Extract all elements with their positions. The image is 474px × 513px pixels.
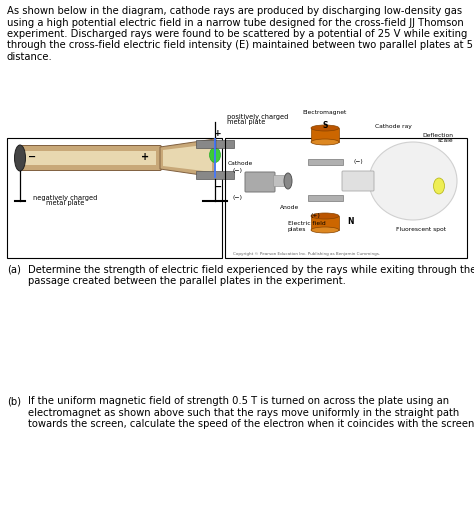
Text: Cathode ray: Cathode ray: [374, 124, 411, 129]
Text: Anode: Anode: [281, 205, 300, 210]
Text: metal plate: metal plate: [227, 119, 265, 125]
Polygon shape: [163, 144, 212, 172]
Ellipse shape: [311, 213, 339, 219]
Text: experiment. Discharged rays were found to be scattered by a potential of 25 V wh: experiment. Discharged rays were found t…: [7, 29, 467, 39]
Text: passage created between the parallel plates in the experiment.: passage created between the parallel pla…: [28, 277, 346, 286]
Text: electromagnet as shown above such that the rays move uniformly in the straight p: electromagnet as shown above such that t…: [28, 407, 459, 418]
Text: (a): (a): [7, 265, 21, 275]
Text: Electromagnet: Electromagnet: [303, 110, 347, 115]
Text: Copyright © Pearson Education Inc. Publishing as Benjamin Cummings.: Copyright © Pearson Education Inc. Publi…: [233, 252, 380, 256]
Ellipse shape: [311, 125, 339, 131]
Text: positively charged: positively charged: [227, 114, 288, 120]
Ellipse shape: [311, 227, 339, 233]
Text: metal plate: metal plate: [46, 200, 84, 206]
Text: S: S: [322, 121, 328, 129]
Text: (−): (−): [353, 159, 363, 164]
Bar: [311, 128, 339, 142]
Bar: [311, 216, 339, 230]
Bar: [196, 140, 234, 148]
Ellipse shape: [210, 148, 220, 163]
Text: negatively charged: negatively charged: [33, 195, 97, 201]
Text: Electric field: Electric field: [288, 221, 326, 226]
FancyBboxPatch shape: [18, 146, 162, 170]
Text: (−): (−): [233, 168, 243, 173]
Text: If the uniform magnetic field of strength 0.5 T is turned on across the plate us: If the uniform magnetic field of strengt…: [28, 396, 449, 406]
Text: −: −: [28, 152, 36, 162]
Text: Determine the strength of electric field experienced by the rays while exiting t: Determine the strength of electric field…: [28, 265, 474, 275]
Text: +: +: [214, 129, 222, 138]
Text: plates: plates: [288, 227, 306, 232]
Ellipse shape: [434, 178, 445, 194]
Text: using a high potential electric field in a narrow tube designed for the cross-fi: using a high potential electric field in…: [7, 17, 464, 28]
Bar: [225, 138, 467, 258]
FancyBboxPatch shape: [273, 175, 286, 187]
Bar: [308, 195, 343, 201]
Text: (+): (+): [310, 213, 320, 218]
FancyBboxPatch shape: [245, 172, 275, 192]
Text: through the cross-field electric field intensity (E) maintained between two para: through the cross-field electric field i…: [7, 41, 474, 50]
Bar: [7, 138, 222, 258]
Text: Cathode: Cathode: [228, 161, 253, 166]
Bar: [308, 159, 343, 165]
Ellipse shape: [15, 145, 26, 171]
Text: (b): (b): [7, 396, 21, 406]
Bar: [24, 151, 156, 165]
Ellipse shape: [311, 139, 339, 145]
Text: Fluorescent spot: Fluorescent spot: [396, 227, 446, 232]
Polygon shape: [160, 139, 215, 177]
Text: distance.: distance.: [7, 52, 53, 62]
Text: As shown below in the diagram, cathode rays are produced by discharging low-dens: As shown below in the diagram, cathode r…: [7, 6, 462, 16]
Ellipse shape: [369, 142, 457, 220]
Text: towards the screen, calculate the speed of the electron when it coincides with t: towards the screen, calculate the speed …: [28, 419, 474, 429]
Text: −: −: [214, 182, 222, 192]
Ellipse shape: [284, 173, 292, 189]
FancyBboxPatch shape: [342, 171, 374, 191]
Text: Deflection: Deflection: [422, 133, 453, 138]
Text: +: +: [141, 152, 149, 162]
Text: N: N: [348, 216, 354, 226]
Text: (−): (−): [233, 195, 243, 200]
Bar: [196, 171, 234, 179]
Text: scale: scale: [438, 138, 453, 143]
